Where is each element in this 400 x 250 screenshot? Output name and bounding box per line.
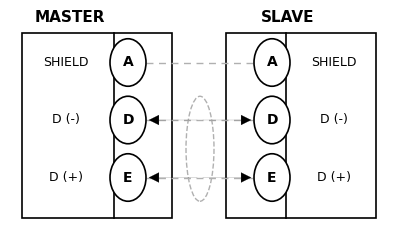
Ellipse shape [110,154,146,201]
Ellipse shape [254,96,290,144]
Text: D (+): D (+) [49,171,83,184]
Ellipse shape [110,39,146,86]
Text: D: D [266,113,278,127]
Text: D (-): D (-) [52,114,80,126]
Bar [226,32,376,218]
Text: D (+): D (+) [317,171,351,184]
Text: D: D [122,113,134,127]
Text: SHIELD: SHIELD [43,56,89,69]
Ellipse shape [110,96,146,144]
Text: MASTER: MASTER [35,10,105,25]
Text: SLAVE: SLAVE [261,10,315,25]
Text: A: A [267,56,277,70]
Text: E: E [267,170,277,184]
Ellipse shape [254,154,290,201]
Text: SHIELD: SHIELD [311,56,357,69]
Bar [22,32,172,218]
Text: E: E [123,170,133,184]
Text: A: A [123,56,133,70]
Text: D (-): D (-) [320,114,348,126]
Ellipse shape [254,39,290,86]
